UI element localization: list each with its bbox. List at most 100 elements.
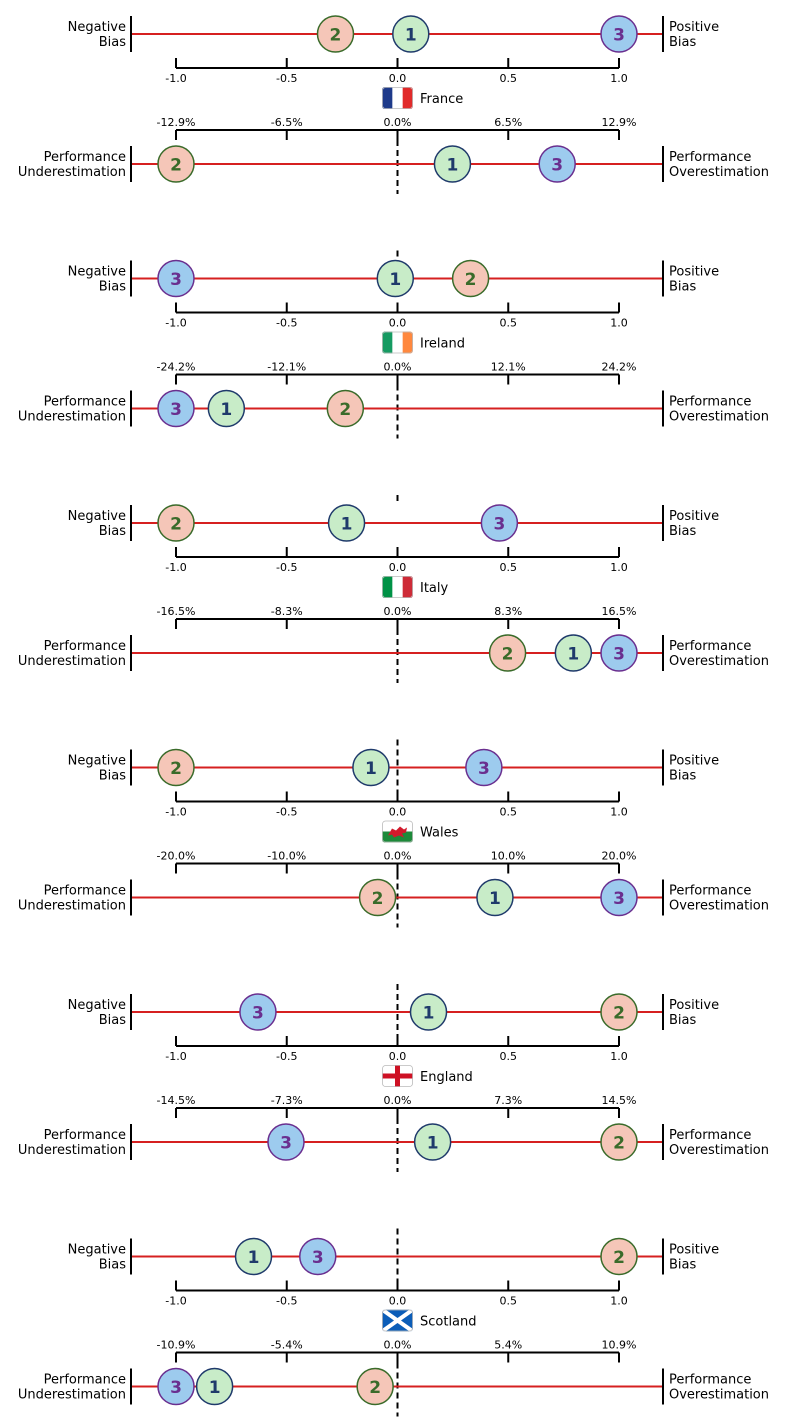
marker-label-2: 2 xyxy=(170,759,182,779)
marker-circle-1 xyxy=(554,634,593,672)
right-label-line1: Positive xyxy=(669,265,719,280)
marker-circle-2 xyxy=(157,145,195,183)
bias-tick-label: 0.0 xyxy=(389,561,407,574)
right-label-line2: Overestimation xyxy=(669,1388,769,1403)
country-name: England xyxy=(420,1070,473,1085)
marker-circle-3 xyxy=(465,748,503,787)
france-flag-icon xyxy=(382,87,413,109)
right-label-line2: Overestimation xyxy=(669,1143,769,1158)
left-label-line2: Underestimation xyxy=(18,410,126,425)
left-label-line1: Negative xyxy=(68,1243,126,1258)
dragon-shape xyxy=(388,826,407,838)
perf-tick-label: 6.5% xyxy=(494,116,522,129)
perf-tick-label: 10.9% xyxy=(602,1339,637,1352)
flag-border xyxy=(382,331,413,354)
marker-circle-3 xyxy=(600,15,638,53)
flag-border xyxy=(382,87,413,109)
flag-border xyxy=(382,1309,413,1332)
marker-circle-2 xyxy=(488,634,527,672)
perf-tick-label: 0.0% xyxy=(384,605,412,618)
left-label-line1: Negative xyxy=(68,754,126,769)
right-label-line2: Bias xyxy=(669,280,696,295)
bias-tick-label: 0.0 xyxy=(389,72,407,85)
perf-tick-label: 0.0% xyxy=(384,850,412,863)
left-label-line2: Bias xyxy=(99,1258,126,1273)
marker-label-2: 2 xyxy=(465,270,477,290)
flag-body xyxy=(382,576,413,598)
marker-circle-1 xyxy=(207,389,246,428)
marker-1: 1 xyxy=(376,259,415,298)
marker-label-1: 1 xyxy=(209,1378,221,1398)
marker-label-3: 3 xyxy=(252,1004,264,1024)
bias-tick-label: 1.0 xyxy=(610,1295,628,1308)
marker-2: 2 xyxy=(600,1123,638,1161)
italy-flag-icon xyxy=(382,576,413,598)
bias-tick-axis: -1.0 -0.5 0.0 0.5 1.0 xyxy=(165,58,628,85)
marker-label-2: 2 xyxy=(372,889,384,909)
left-label-line2: Bias xyxy=(99,1013,126,1028)
marker-circle-2 xyxy=(157,504,195,542)
bias-tick-axis: -1.0 -0.5 0.0 0.5 1.0 xyxy=(165,791,628,819)
flag-stripe xyxy=(382,576,393,598)
flag-stripe xyxy=(382,331,393,354)
marker-3: 3 xyxy=(157,389,195,428)
right-label-line2: Overestimation xyxy=(669,899,769,914)
marker-circle-1 xyxy=(413,1123,452,1161)
flag-body xyxy=(382,331,413,354)
bias-tick-label: -0.5 xyxy=(276,806,297,819)
performance-row: PerformanceUnderestimationPerformanceOve… xyxy=(18,1352,769,1417)
marker-3: 3 xyxy=(299,1237,337,1276)
marker-label-1: 1 xyxy=(389,270,401,290)
performance-tick-axis: -12.9% -6.5% 0.0% 6.5% 12.9% xyxy=(157,116,636,140)
perf-tick-label: -16.5% xyxy=(157,605,196,618)
flag-border xyxy=(382,1065,413,1087)
marker-1: 1 xyxy=(352,748,390,787)
flag-body xyxy=(382,87,413,109)
performance-row: PerformanceUnderestimationPerformanceOve… xyxy=(18,130,769,194)
right-label-line1: Positive xyxy=(669,998,719,1013)
perf-tick-label: 5.4% xyxy=(494,1339,522,1352)
left-label-line1: Performance xyxy=(44,884,126,899)
marker-label-2: 2 xyxy=(613,1134,625,1154)
left-label-line1: Negative xyxy=(68,265,126,280)
left-label-line1: Negative xyxy=(68,20,126,35)
right-label-line2: Overestimation xyxy=(669,165,769,180)
flag-body xyxy=(382,1065,413,1087)
marker-label-1: 1 xyxy=(220,400,232,420)
perf-tick-label: 0.0% xyxy=(384,361,412,374)
flag-body xyxy=(382,820,413,843)
marker-1: 1 xyxy=(413,1123,452,1161)
right-label-line1: Performance xyxy=(669,884,751,899)
marker-label-1: 1 xyxy=(489,889,501,909)
left-label-line2: Bias xyxy=(99,769,126,784)
scotland-flag-icon xyxy=(382,1309,413,1332)
marker-circle-2 xyxy=(600,993,638,1031)
marker-label-2: 2 xyxy=(613,1004,625,1024)
england-flag-icon xyxy=(382,1065,413,1087)
performance-row: PerformanceUnderestimationPerformanceOve… xyxy=(18,863,769,928)
right-label-line1: Positive xyxy=(669,509,719,524)
bias-tick-label: 0.5 xyxy=(500,1295,518,1308)
flag-border xyxy=(382,820,413,843)
bias-tick-label: 1.0 xyxy=(610,806,628,819)
wales-flag-icon xyxy=(382,820,413,843)
marker-circle-3 xyxy=(157,259,195,298)
marker-circle-3 xyxy=(299,1237,337,1276)
perf-tick-label: -20.0% xyxy=(157,850,196,863)
marker-3: 3 xyxy=(600,634,638,672)
perf-tick-label: -10.9% xyxy=(157,1339,196,1352)
marker-2: 2 xyxy=(600,993,638,1031)
perf-tick-label: -5.4% xyxy=(271,1339,303,1352)
marker-3: 3 xyxy=(600,878,638,917)
marker-label-3: 3 xyxy=(613,645,625,665)
marker-2: 2 xyxy=(356,1367,394,1406)
marker-label-2: 2 xyxy=(369,1378,381,1398)
marker-1: 1 xyxy=(195,1367,234,1406)
perf-tick-label: 14.5% xyxy=(602,1094,637,1107)
marker-circle-1 xyxy=(234,1237,273,1276)
